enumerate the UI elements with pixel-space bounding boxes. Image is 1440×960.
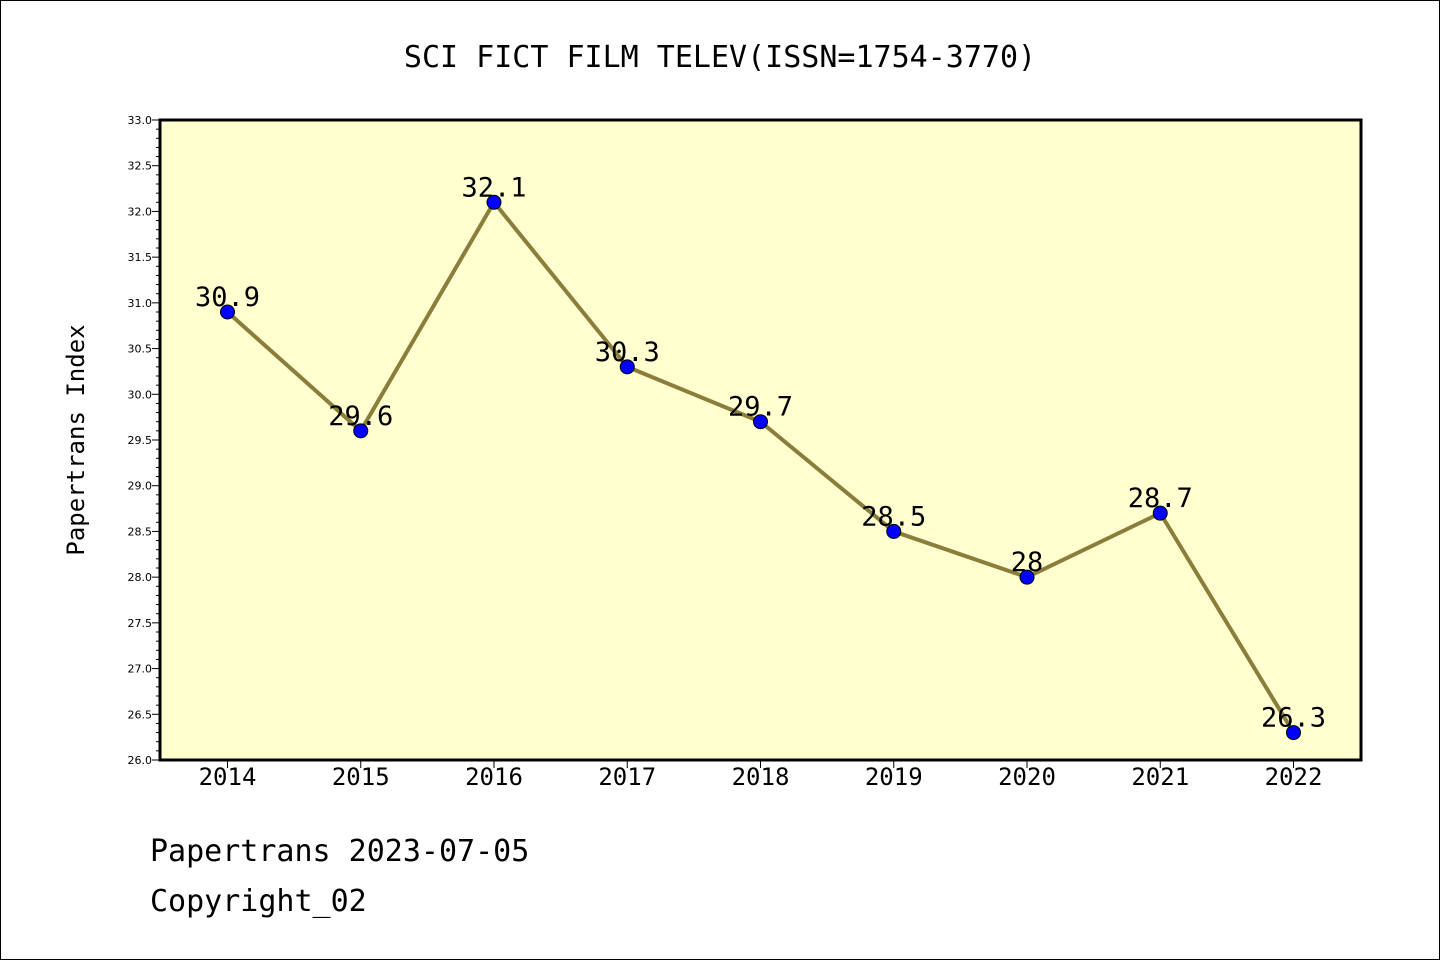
y-tick-label: 27.5 xyxy=(128,617,153,630)
chart-title: SCI FICT FILM TELEV(ISSN=1754-3770) xyxy=(404,40,1036,75)
data-point xyxy=(1152,505,1168,521)
y-tick-label: 28.5 xyxy=(128,525,153,538)
x-tick-label: 2019 xyxy=(865,763,923,791)
data-point xyxy=(220,304,235,320)
y-tick-label: 31.0 xyxy=(128,297,153,310)
data-point xyxy=(619,359,635,375)
data-point xyxy=(353,423,369,439)
x-tick-label: 2016 xyxy=(465,763,523,791)
data-point xyxy=(1286,725,1301,741)
y-tick-label: 30.5 xyxy=(128,343,153,356)
y-tick-label: 29.0 xyxy=(128,480,153,493)
x-tick-label: 2020 xyxy=(998,763,1056,791)
data-point xyxy=(1019,569,1035,585)
data-label: 30.3 xyxy=(595,337,660,368)
y-tick-label: 30.0 xyxy=(128,388,153,401)
y-axis-label: Papertrans Index xyxy=(62,324,90,555)
y-tick-label: 28.0 xyxy=(128,571,153,584)
y-tick-label: 32.0 xyxy=(128,205,153,218)
data-label: 28.5 xyxy=(861,501,926,532)
x-tick-label: 2018 xyxy=(732,763,790,791)
x-tick-label: 2022 xyxy=(1265,763,1323,791)
y-tick-label: 29.5 xyxy=(128,434,153,447)
y-tick-label: 27.0 xyxy=(128,663,153,676)
data-point xyxy=(753,414,768,430)
data-label: 32.1 xyxy=(461,172,526,203)
data-label: 29.6 xyxy=(328,401,393,432)
x-tick-label: 2017 xyxy=(598,763,656,791)
footer-date: Papertrans 2023-07-05 xyxy=(150,834,530,869)
data-label: 29.7 xyxy=(728,392,793,423)
y-tick-label: 26.0 xyxy=(128,754,153,767)
data-point xyxy=(486,194,502,210)
data-label: 26.3 xyxy=(1261,703,1326,734)
y-axis: 26.0 26.5 27.0 27.5 28.0 28.5 29.0 29.5 30.0 30.5… xyxy=(128,114,160,767)
data-label: 30.9 xyxy=(195,282,260,313)
y-tick-label: 31.5 xyxy=(128,251,153,264)
plot-border xyxy=(158,118,1363,762)
data-labels: 30.9 29.6 32.1 30.3 29.7 28.5 28 28.7 26.3 xyxy=(195,172,1326,733)
y-tick-label: 26.5 xyxy=(128,708,153,721)
footer-copyright: Copyright_02 xyxy=(150,884,367,919)
y-tick-label: 33.0 xyxy=(128,114,153,127)
x-axis: 2014 2015 2016 2017 2018 2019 2020 2021 2022 xyxy=(199,760,1323,791)
data-point xyxy=(886,523,902,539)
data-label: 28.7 xyxy=(1128,483,1193,514)
data-label: 28 xyxy=(1011,547,1044,578)
x-tick-label: 2014 xyxy=(199,763,257,791)
plot-area xyxy=(160,120,1361,760)
y-tick-label: 32.5 xyxy=(128,160,153,173)
x-tick-label: 2021 xyxy=(1131,763,1189,791)
x-tick-label: 2015 xyxy=(332,763,390,791)
series-papertrans-index xyxy=(220,194,1301,741)
